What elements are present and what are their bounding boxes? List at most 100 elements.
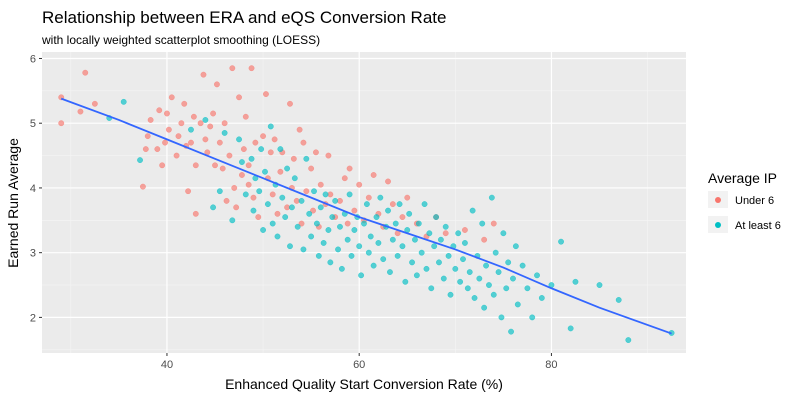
- point-at-least-6: [498, 314, 505, 321]
- y-tick-label: 5: [30, 118, 36, 130]
- point-at-least-6: [216, 188, 223, 195]
- point-at-least-6: [329, 214, 336, 220]
- point-at-least-6: [442, 223, 449, 230]
- point-at-least-6: [317, 204, 324, 211]
- point-under-6: [156, 107, 163, 114]
- point-at-least-6: [363, 201, 370, 208]
- point-at-least-6: [389, 236, 396, 243]
- loess-smooth-line: [60, 97, 672, 335]
- point-at-least-6: [258, 146, 265, 152]
- point-under-6: [389, 201, 396, 208]
- point-at-least-6: [396, 201, 403, 208]
- plot-panel: [42, 52, 686, 353]
- x-tick-label: 80: [545, 359, 557, 371]
- point-at-least-6: [488, 194, 495, 201]
- point-at-least-6: [413, 272, 420, 279]
- point-at-least-6: [529, 314, 536, 321]
- point-at-least-6: [486, 282, 492, 288]
- point-at-least-6: [437, 236, 444, 243]
- point-at-least-6: [306, 210, 313, 217]
- legend-label-under-6: Under 6: [735, 195, 774, 207]
- point-under-6: [212, 162, 218, 169]
- point-under-6: [240, 146, 247, 152]
- point-under-6: [296, 126, 303, 133]
- point-under-6: [219, 165, 226, 172]
- point-under-6: [239, 172, 245, 178]
- point-at-least-6: [440, 275, 447, 282]
- point-under-6: [202, 136, 209, 143]
- point-at-least-6: [188, 126, 194, 133]
- point-under-6: [274, 210, 281, 217]
- point-at-least-6: [412, 236, 418, 243]
- point-at-least-6: [466, 269, 473, 275]
- loess-line: [60, 97, 672, 335]
- point-at-least-6: [512, 243, 519, 250]
- point-at-least-6: [495, 269, 502, 275]
- point-under-6: [162, 139, 168, 146]
- point-at-least-6: [385, 207, 391, 214]
- point-at-least-6: [287, 243, 293, 250]
- point-under-6: [351, 207, 358, 214]
- point-under-6: [248, 65, 255, 72]
- point-under-6: [216, 139, 223, 146]
- y-tick-label: 4: [30, 183, 36, 195]
- point-at-least-6: [260, 227, 266, 233]
- point-under-6: [197, 120, 204, 127]
- point-under-6: [207, 123, 214, 130]
- point-at-least-6: [476, 275, 483, 282]
- point-under-6: [147, 117, 154, 123]
- point-under-6: [267, 149, 274, 156]
- point-under-6: [223, 197, 230, 204]
- point-at-least-6: [492, 249, 499, 256]
- point-at-least-6: [298, 197, 305, 204]
- point-under-6: [181, 100, 188, 107]
- point-under-6: [245, 181, 252, 188]
- point-under-6: [159, 162, 166, 169]
- point-at-least-6: [332, 197, 339, 204]
- point-under-6: [317, 181, 324, 188]
- point-under-6: [192, 210, 199, 217]
- point-at-least-6: [503, 285, 510, 292]
- point-under-6: [298, 220, 305, 227]
- point-under-6: [245, 162, 252, 169]
- point-at-least-6: [303, 155, 310, 162]
- point-under-6: [356, 181, 363, 188]
- point-under-6: [91, 100, 98, 107]
- point-at-least-6: [282, 214, 289, 220]
- point-at-least-6: [277, 146, 284, 152]
- point-under-6: [310, 207, 316, 214]
- point-under-6: [175, 133, 182, 140]
- point-at-least-6: [327, 259, 334, 266]
- chart-title: Relationship between ERA and eQS Convers…: [42, 8, 446, 27]
- point-at-least-6: [436, 259, 442, 266]
- point-under-6: [142, 146, 149, 152]
- point-under-6: [325, 152, 332, 159]
- point-under-6: [300, 139, 307, 146]
- point-at-least-6: [361, 220, 367, 227]
- y-axis-title: Earned Run Average: [5, 138, 21, 268]
- point-under-6: [229, 65, 236, 72]
- point-under-6: [399, 214, 406, 220]
- point-under-6: [287, 100, 293, 107]
- point-at-least-6: [510, 275, 516, 282]
- point-under-6: [313, 149, 319, 156]
- point-at-least-6: [524, 285, 531, 292]
- point-at-least-6: [256, 188, 263, 195]
- point-under-6: [140, 183, 146, 190]
- point-under-6: [284, 204, 291, 211]
- legend-title: Average IP: [708, 170, 777, 186]
- point-under-6: [370, 172, 377, 178]
- point-at-least-6: [262, 168, 268, 175]
- point-at-least-6: [269, 220, 276, 227]
- point-at-least-6: [373, 214, 380, 220]
- y-tick-label: 2: [30, 312, 36, 324]
- point-at-least-6: [375, 240, 382, 246]
- data-points: [58, 65, 675, 343]
- point-at-least-6: [431, 243, 438, 250]
- chart-subtitle: with locally weighted scatterplot smooth…: [41, 33, 320, 47]
- x-tick-label: 40: [161, 359, 173, 371]
- y-tick-label: 3: [30, 248, 36, 260]
- point-under-6: [490, 220, 497, 227]
- point-at-least-6: [387, 269, 393, 275]
- point-at-least-6: [356, 243, 363, 250]
